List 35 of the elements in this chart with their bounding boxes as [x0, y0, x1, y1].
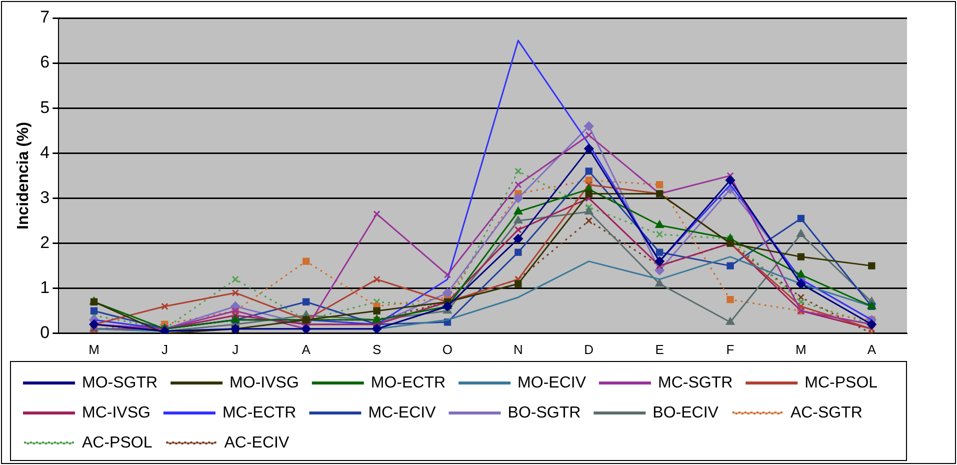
y-axis-title: Incidencia (%): [15, 122, 32, 230]
x-tick-label: A: [867, 342, 876, 357]
y-tick-label: 0: [40, 323, 50, 342]
y-tick-label: 7: [40, 8, 50, 27]
x-tick-label: F: [726, 342, 734, 357]
legend-label: MO-ECTR: [370, 374, 446, 392]
y-tick-label: 4: [40, 142, 50, 162]
legend-label: AC-SGTR: [790, 404, 862, 422]
legend-label: MC-IVSG: [82, 404, 150, 422]
legend-label: AC-ECIV: [224, 434, 290, 452]
x-tick-label: N: [513, 342, 523, 357]
x-tick-label: M: [796, 342, 806, 357]
legend-label: MO-IVSG: [230, 374, 299, 392]
x-tick-label: J: [232, 342, 239, 357]
x-tick-label: E: [655, 342, 664, 357]
x-tick-label: S: [372, 342, 382, 357]
legend-label: MC-SGTR: [658, 374, 733, 392]
x-tick-label: D: [584, 342, 594, 357]
legend-label: MC-PSOL: [804, 374, 878, 392]
legend-label: BO-SGTR: [508, 404, 581, 422]
y-tick-label: 6: [40, 52, 50, 72]
y-tick-label: 5: [40, 98, 50, 117]
x-tick-label: A: [302, 342, 311, 357]
legend-label: MC-ECTR: [222, 404, 296, 422]
legend-label: BO-ECIV: [652, 404, 719, 422]
x-tick-label: O: [442, 342, 453, 357]
legend-label: MC-ECIV: [368, 404, 436, 422]
legend-label: AC-PSOL: [82, 434, 152, 452]
y-tick-label: 3: [40, 188, 50, 207]
y-tick-label: 1: [40, 278, 50, 298]
x-tick-label: M: [88, 342, 100, 357]
legend-label: MO-ECIV: [518, 374, 586, 392]
legend-label: MO-SGTR: [82, 374, 158, 392]
x-tick-label: J: [161, 342, 168, 357]
y-tick-label: 2: [40, 232, 50, 252]
